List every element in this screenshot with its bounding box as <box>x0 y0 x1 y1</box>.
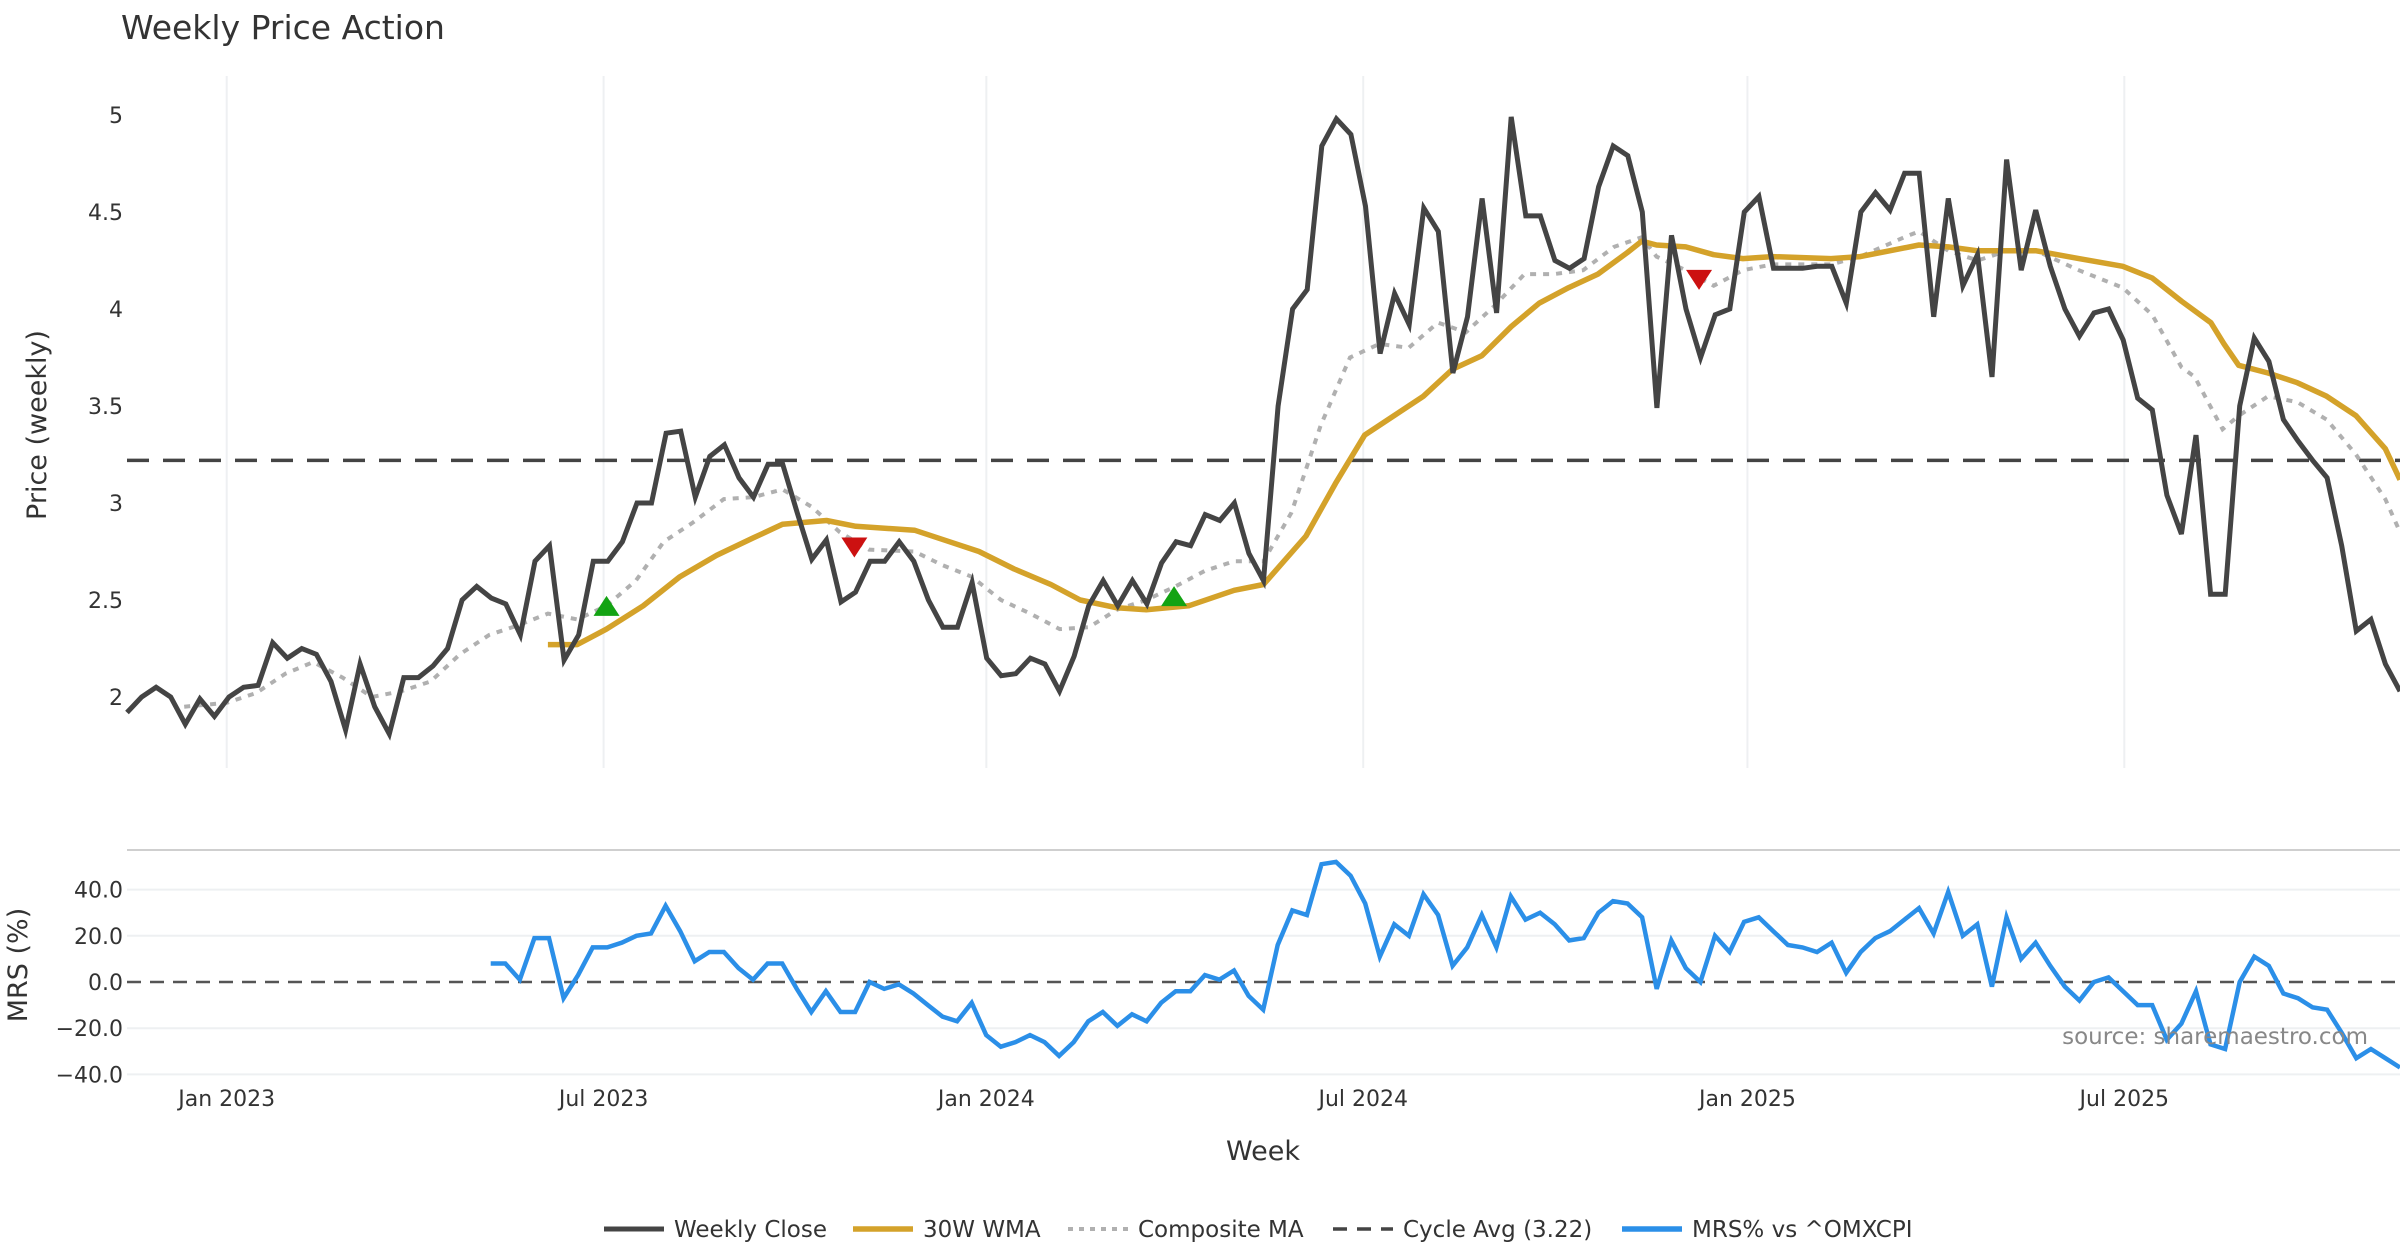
sell-signal-marker <box>1686 269 1713 290</box>
legend-item-composite-ma: Composite MA <box>1068 1217 1304 1243</box>
mrs-y-tick-label: −40.0 <box>56 1063 123 1088</box>
x-tick-label: Jul 2025 <box>2078 1087 2170 1112</box>
x-axis-label: Week <box>1226 1136 1300 1167</box>
sell-signal-marker <box>841 537 868 558</box>
mrs-y-ticks: 40.0 20.0 0.0 −20.0 −40.0 <box>56 879 123 1089</box>
mrs-line <box>490 859 2400 1070</box>
mrs-y-axis-label: MRS (%) <box>3 908 34 1023</box>
mrs-y-tick-label: 20.0 <box>74 925 123 950</box>
legend-label: Cycle Avg (3.22) <box>1403 1217 1592 1243</box>
mrs-y-tick-label: 0.0 <box>88 971 123 996</box>
legend-label: 30W WMA <box>923 1217 1041 1243</box>
price-y-tick-label: 3 <box>109 492 123 517</box>
x-tick-labels: Jan 2023 Jul 2023 Jan 2024 Jul 2024 Jan 2025… <box>176 1087 2169 1112</box>
legend-item-weekly-close: Weekly Close <box>604 1217 827 1243</box>
price-y-tick-label: 3.5 <box>88 395 123 420</box>
price-y-ticks: 2 2.5 3 3.5 4 4.5 5 <box>88 104 123 711</box>
mrs-gridlines <box>127 888 2400 1076</box>
x-gridlines <box>225 76 2126 768</box>
x-tick-label: Jan 2023 <box>176 1087 275 1112</box>
legend-label: Composite MA <box>1138 1217 1304 1243</box>
x-tick-label: Jan 2024 <box>936 1087 1035 1112</box>
x-tick-label: Jan 2025 <box>1697 1087 1796 1112</box>
price-y-tick-label: 2 <box>109 686 123 711</box>
buy-signal-marker <box>593 595 620 616</box>
price-y-tick-label: 5 <box>109 104 123 129</box>
weekly-close-line <box>125 114 2400 741</box>
legend-label: MRS% vs ^OMXCPI <box>1692 1217 1913 1243</box>
price-y-tick-label: 4 <box>109 298 123 323</box>
legend-label: Weekly Close <box>674 1217 827 1243</box>
mrs-y-tick-label: −20.0 <box>56 1017 123 1042</box>
signal-markers <box>593 269 1713 616</box>
composite-ma-line <box>184 229 2400 709</box>
legend-item-wma-30w: 30W WMA <box>853 1217 1041 1243</box>
mrs-y-tick-label: 40.0 <box>74 879 123 904</box>
wma-30w-line <box>547 238 2400 648</box>
x-tick-label: Jul 2023 <box>557 1087 649 1112</box>
price-y-axis-label: Price (weekly) <box>22 330 53 520</box>
legend-item-mrs: MRS% vs ^OMXCPI <box>1622 1217 1913 1243</box>
legend-item-cycle-avg: Cycle Avg (3.22) <box>1333 1217 1592 1243</box>
x-tick-label: Jul 2024 <box>1316 1087 1408 1112</box>
price-y-tick-label: 4.5 <box>88 201 123 226</box>
buy-signal-marker <box>1161 586 1188 607</box>
legend: Weekly Close 30W WMA Composite MA Cycle Avg… <box>604 1217 1913 1243</box>
price-y-tick-label: 2.5 <box>88 589 123 614</box>
source-label: source: sharemaestro.com <box>2062 1024 2368 1050</box>
chart-title: Weekly Price Action <box>121 8 445 47</box>
